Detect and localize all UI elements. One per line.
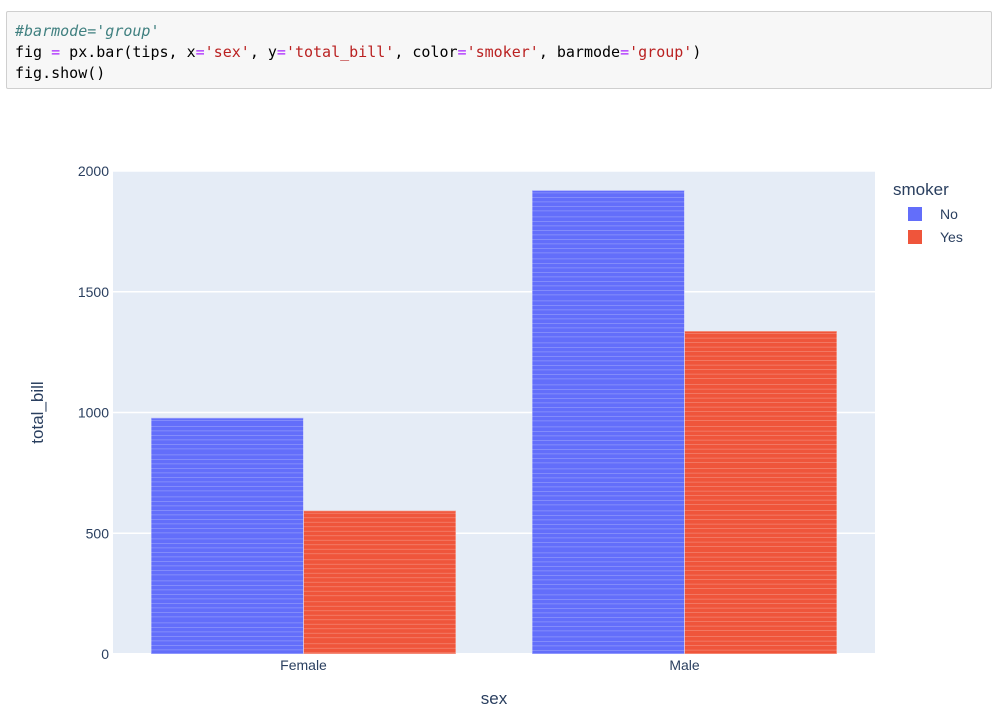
bar-outline <box>532 190 685 654</box>
legend-swatch <box>908 230 922 244</box>
y-tick-label: 1500 <box>78 284 109 300</box>
legend-label: No <box>940 206 958 222</box>
code-token: #barmode='group' <box>15 22 160 40</box>
code-cell[interactable]: #barmode='group' fig = px.bar(tips, x='se… <box>6 11 992 89</box>
code-token: , y <box>249 43 277 61</box>
y-tick-label: 0 <box>101 646 109 662</box>
code-token: = <box>457 43 467 61</box>
bars <box>151 190 837 655</box>
code-token: = <box>195 43 205 61</box>
code-token: 'group' <box>629 43 693 61</box>
bar-yes-female <box>303 510 456 654</box>
code-token: = <box>620 43 630 61</box>
y-tick-label: 500 <box>86 525 110 541</box>
legend-item-yes[interactable]: Yes <box>908 229 963 245</box>
bar-fill <box>532 190 685 654</box>
code-token: = <box>276 43 286 61</box>
x-axis-label: sex <box>481 689 508 708</box>
x-tick-label: Male <box>669 657 700 673</box>
bar-fill <box>684 331 837 654</box>
code-token: fig <box>15 43 52 61</box>
bar-outline <box>303 510 456 654</box>
legend-item-no[interactable]: No <box>908 206 958 222</box>
code-token: , color <box>394 43 458 61</box>
bar-fill <box>151 417 304 654</box>
code-token: px.bar(tips, x <box>60 43 196 61</box>
code-token: 'smoker' <box>466 43 539 61</box>
code-token: ) <box>692 43 702 61</box>
bar-outline <box>151 417 304 655</box>
y-tick-label: 2000 <box>78 163 109 179</box>
bar-no-female <box>151 417 304 655</box>
code-token: , barmode <box>538 43 621 61</box>
x-tick-label: Female <box>280 657 327 673</box>
code-token: fig.show() <box>15 64 106 82</box>
code-token: = <box>51 43 61 61</box>
legend-title: smoker <box>893 180 949 199</box>
y-tick-label: 1000 <box>78 405 109 421</box>
bar-yes-male <box>684 331 837 654</box>
code-token: 'sex' <box>204 43 250 61</box>
code-line: #barmode='group' <box>15 21 991 42</box>
code-line: fig.show() <box>15 63 991 84</box>
legend-label: Yes <box>940 229 963 245</box>
bar-no-male <box>532 190 685 654</box>
code-token: 'total_bill' <box>285 43 395 61</box>
y-axis-ticks: 0 500 1000 1500 2000 <box>78 163 109 662</box>
y-axis-label: total_bill <box>28 381 47 443</box>
legend-swatch <box>908 207 922 221</box>
code-line: fig = px.bar(tips, x='sex', y='total_bil… <box>15 42 991 63</box>
legend[interactable]: smoker No Yes <box>893 180 963 245</box>
x-axis-ticks: Female Male <box>280 657 700 673</box>
bar-fill <box>303 510 456 654</box>
bar-outline <box>684 331 837 654</box>
